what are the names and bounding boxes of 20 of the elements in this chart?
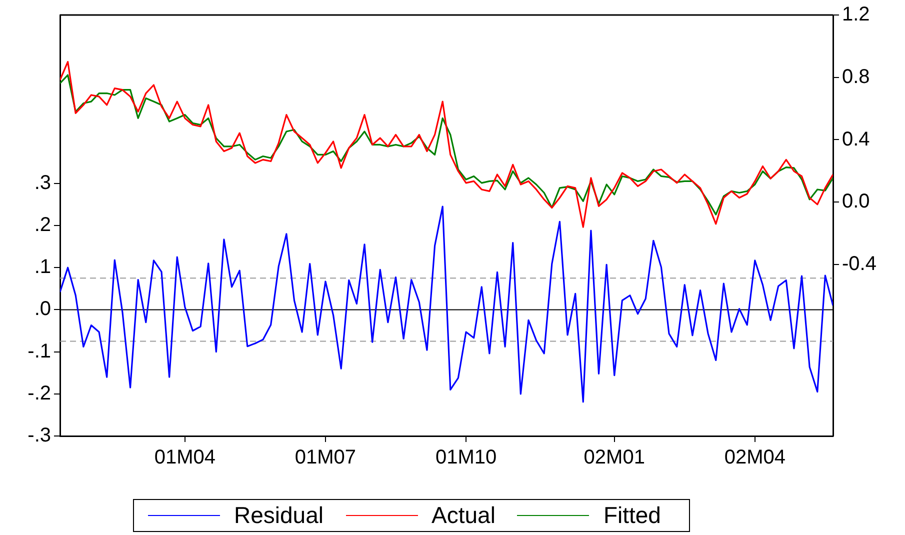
y-tick-label: -.2 [28, 382, 51, 404]
x-tick-label: 02M04 [724, 446, 786, 469]
y-tick-label: .0 [34, 298, 51, 320]
y-tick-label: .1 [34, 256, 51, 278]
y-tick-label: .2 [34, 214, 51, 236]
y-tick-label: -.1 [28, 340, 51, 362]
legend-label: Actual [432, 502, 496, 529]
legend-label: Fitted [603, 502, 661, 529]
y-tick-label: .3 [34, 172, 51, 194]
y2-tick-label: 0.0 [842, 190, 870, 213]
x-tick-label: 02M01 [584, 446, 645, 469]
y-tick-label: -.3 [28, 424, 51, 447]
y2-tick-label: -0.4 [842, 252, 876, 275]
y2-tick-label: 1.2 [842, 4, 870, 26]
y2-tick-label: 0.4 [842, 128, 870, 150]
x-tick-label: 01M04 [154, 446, 216, 469]
x-tick-label: 01M10 [435, 446, 497, 469]
x-tick-label: 01M07 [294, 446, 356, 469]
y2-tick-label: 0.8 [842, 66, 870, 88]
legend-label: Residual [234, 502, 324, 529]
